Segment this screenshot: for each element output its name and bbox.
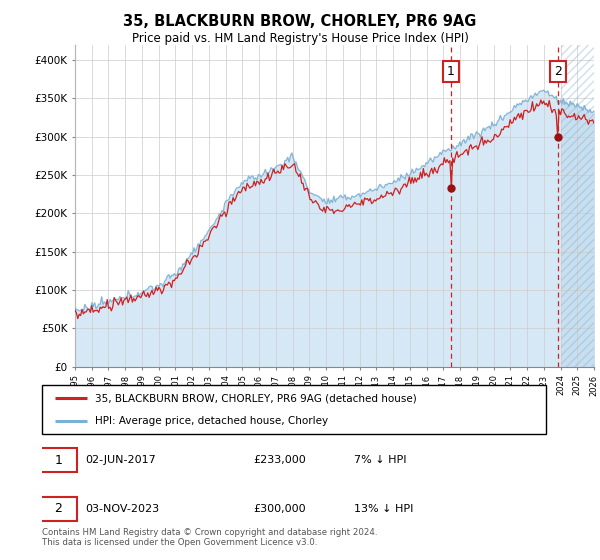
Text: 35, BLACKBURN BROW, CHORLEY, PR6 9AG (detached house): 35, BLACKBURN BROW, CHORLEY, PR6 9AG (de…	[95, 393, 416, 403]
Text: 02-JUN-2017: 02-JUN-2017	[85, 455, 155, 465]
Text: Contains HM Land Registry data © Crown copyright and database right 2024.
This d: Contains HM Land Registry data © Crown c…	[42, 528, 377, 547]
Text: 35, BLACKBURN BROW, CHORLEY, PR6 9AG: 35, BLACKBURN BROW, CHORLEY, PR6 9AG	[124, 14, 476, 29]
Text: 1: 1	[55, 454, 62, 467]
FancyBboxPatch shape	[40, 448, 77, 473]
Text: 2: 2	[554, 65, 562, 78]
Text: £233,000: £233,000	[254, 455, 307, 465]
Text: 13% ↓ HPI: 13% ↓ HPI	[355, 504, 414, 514]
FancyBboxPatch shape	[40, 497, 77, 521]
Text: HPI: Average price, detached house, Chorley: HPI: Average price, detached house, Chor…	[95, 416, 328, 426]
Text: £300,000: £300,000	[254, 504, 307, 514]
Text: 03-NOV-2023: 03-NOV-2023	[85, 504, 159, 514]
Text: 1: 1	[447, 65, 455, 78]
Text: 7% ↓ HPI: 7% ↓ HPI	[355, 455, 407, 465]
Text: 2: 2	[55, 502, 62, 516]
FancyBboxPatch shape	[42, 385, 546, 434]
Text: Price paid vs. HM Land Registry's House Price Index (HPI): Price paid vs. HM Land Registry's House …	[131, 32, 469, 45]
Bar	[560, 45, 594, 367]
